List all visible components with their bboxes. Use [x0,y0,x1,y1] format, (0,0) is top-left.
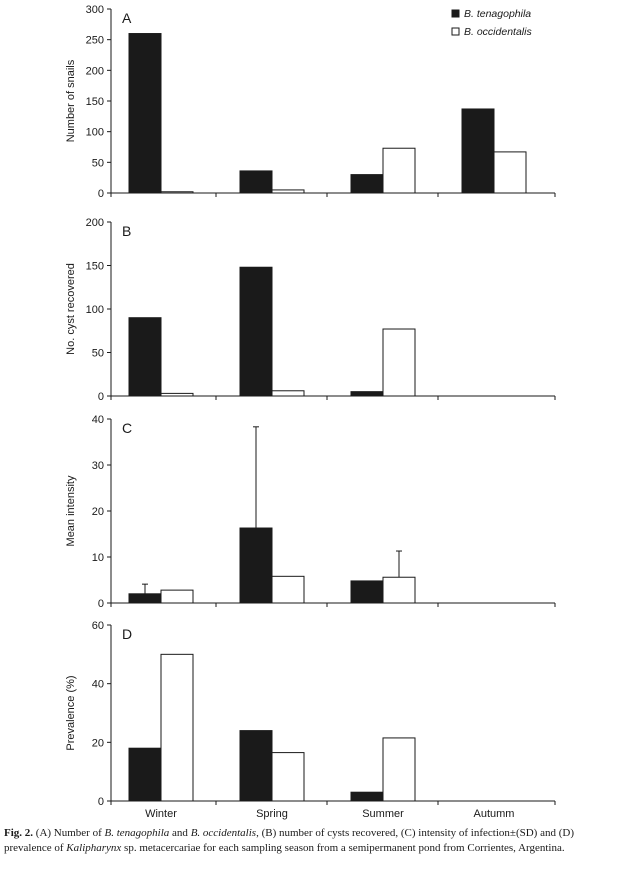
panel-letter: C [122,420,132,436]
bar [350,174,384,194]
bar [128,747,162,802]
y-tick-label: 0 [98,598,104,610]
caption-species-1: B. tenagophila [104,827,170,839]
panel-b: 0 50 100 150 200 B No. cyst recovered [65,217,556,403]
bar [493,151,527,194]
y-tick-label: 300 [86,4,104,16]
bar [160,589,194,604]
caption-text-2: and [169,827,191,839]
bar [350,391,384,397]
y-tick-label: 150 [86,96,104,108]
y-tick-label: 0 [98,391,104,403]
y-tick-label: 30 [92,460,104,472]
legend-swatch [451,27,460,36]
y-tick-label: 100 [86,127,104,139]
panel-letter: D [122,626,132,642]
y-tick-label: 200 [86,65,104,77]
legend-label: B. tenagophila [464,8,531,20]
y-tick-label: 50 [92,348,104,360]
caption-text-3: , (B) number of cysts recovered, (C) int… [4,827,574,854]
y-tick-label: 20 [92,506,104,518]
caption-label: Fig. 2. [4,827,34,839]
bar [239,730,273,802]
bar [461,108,495,194]
y-tick-label: 0 [98,796,104,808]
y-tick-label: 200 [86,217,104,229]
bar [271,752,305,802]
legend-swatch [451,9,460,18]
x-tick-label: Autumm [474,808,515,820]
y-axis-title: Prevalence (%) [65,675,77,750]
panel-letter: A [122,10,132,26]
y-tick-label: 100 [86,304,104,316]
y-tick-label: 10 [92,552,104,564]
x-tick-label: Spring [256,808,288,820]
bar [128,33,162,194]
y-tick-label: 40 [92,679,104,691]
bar [239,527,273,604]
caption-text-4: sp. metacercariae for each sampling seas… [121,841,565,854]
y-tick-label: 50 [92,157,104,169]
y-tick-label: 0 [98,188,104,200]
panel-a: 0 50 100 150 200 250 300 A Number of snails B. te… [65,4,556,200]
bar [382,147,416,194]
panel-letter: B [122,223,131,239]
bar [271,575,305,604]
y-tick-label: 20 [92,737,104,749]
bar [160,191,194,194]
caption-genus: Kalipharynx [66,841,122,854]
bar [160,392,194,397]
y-tick-label: 250 [86,35,104,47]
bar [160,653,194,802]
bar [128,593,162,604]
caption-text-1: (A) Number of [33,827,105,839]
bar [350,580,384,604]
y-axis-title: Number of snails [65,59,77,142]
bar [350,791,384,802]
y-tick-label: 150 [86,261,104,273]
x-tick-label: Winter [145,808,177,820]
figure-caption: Fig. 2. (A) Number of B. tenagophila and… [4,826,616,855]
bar [271,390,305,397]
y-tick-label: 40 [92,414,104,426]
caption-species-2: B. occidentalis [190,827,257,839]
bar [382,576,416,604]
y-tick-label: 60 [92,620,104,632]
panel-c: 0 10 20 30 40 C Mean intensity [65,414,556,610]
bar [382,737,416,802]
bar [271,189,305,194]
x-tick-label: Summer [362,808,404,820]
bar [128,317,162,397]
legend-label: B. occidentalis [464,26,532,38]
y-axis-title: Mean intensity [65,475,77,546]
bar [239,170,273,194]
bar [239,266,273,397]
y-axis-title: No. cyst recovered [65,263,77,355]
panel-d: 0 20 40 60 D Prevalence (%) Winter Spring Summer… [65,620,556,820]
bar [382,328,416,397]
